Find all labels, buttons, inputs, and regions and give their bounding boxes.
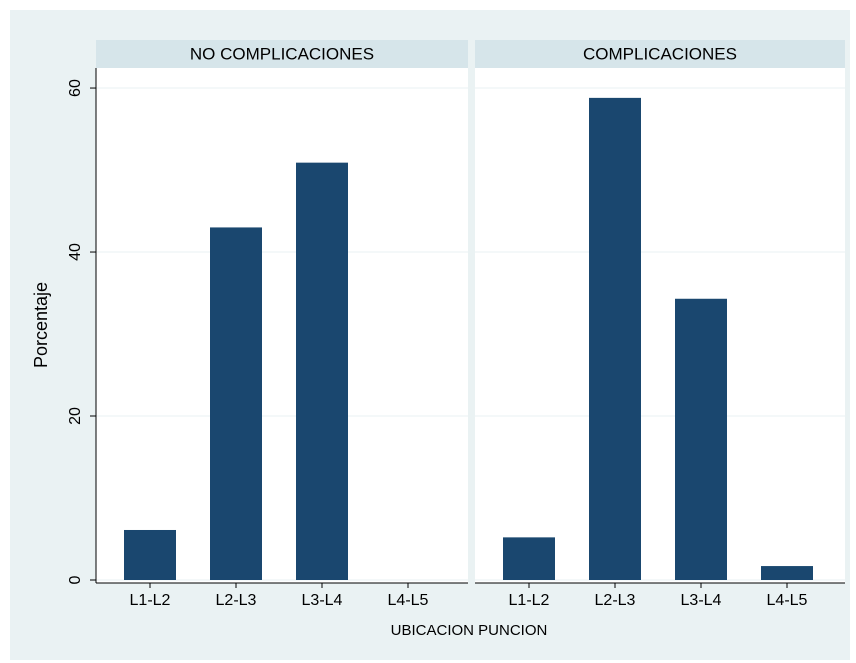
panel-header <box>96 40 468 68</box>
y-axis-label: Porcentaje <box>31 282 51 368</box>
bar <box>124 529 176 580</box>
y-tick-label: 20 <box>67 407 84 425</box>
y-tick-label: 60 <box>67 79 84 97</box>
x-tick-label: L2-L3 <box>595 592 636 609</box>
x-tick-label: L1-L2 <box>130 592 171 609</box>
bar <box>503 537 555 580</box>
x-tick-label: L4-L5 <box>388 592 429 609</box>
y-tick-label: 40 <box>67 243 84 261</box>
bar <box>675 298 727 580</box>
plot-area <box>96 68 468 583</box>
y-tick-label: 0 <box>67 575 84 584</box>
bar <box>296 162 348 580</box>
x-tick-label: L3-L4 <box>302 592 343 609</box>
x-tick-label: L3-L4 <box>681 592 722 609</box>
x-tick-label: L1-L2 <box>509 592 550 609</box>
bar <box>210 227 262 580</box>
bar <box>589 97 641 581</box>
panel-header <box>475 40 845 68</box>
bar <box>761 566 813 580</box>
panel-title: COMPLICACIONES <box>583 44 737 63</box>
panel-title: NO COMPLICACIONES <box>190 44 374 63</box>
plot-area <box>475 68 845 583</box>
x-tick-label: L2-L3 <box>216 592 257 609</box>
x-axis-label: UBICACION PUNCION <box>391 622 548 639</box>
x-tick-label: L4-L5 <box>767 592 808 609</box>
